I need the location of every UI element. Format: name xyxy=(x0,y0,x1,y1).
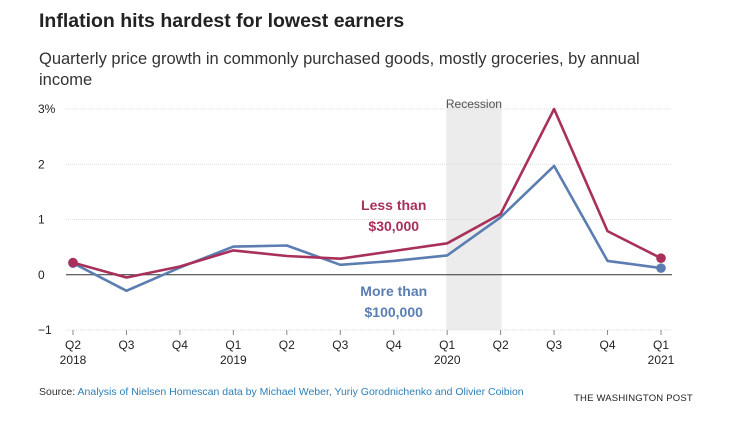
chart-title: Inflation hits hardest for lowest earner… xyxy=(39,10,405,32)
x-tick-year: 2020 xyxy=(434,353,461,367)
series-endpoint-dot xyxy=(656,253,666,263)
source-note: Source: Analysis of Nielsen Homescan dat… xyxy=(39,385,539,400)
series-label-line: Less than xyxy=(361,197,426,213)
series-endpoint-dot xyxy=(68,257,78,268)
x-tick-quarter: Q2 xyxy=(279,338,295,352)
x-tick-quarter: Q1 xyxy=(225,338,241,352)
y-tick-label: 1 xyxy=(38,213,45,227)
x-tick-quarter: Q3 xyxy=(118,338,134,352)
grid-lines xyxy=(66,108,672,331)
y-tick-label: 0 xyxy=(38,268,45,282)
x-tick-quarter: Q3 xyxy=(332,338,348,352)
x-tick-quarter: Q3 xyxy=(546,338,562,352)
source-prefix: Source: xyxy=(39,386,78,398)
recession-shading: Recession xyxy=(446,97,502,330)
series-label-line: $100,000 xyxy=(365,304,424,320)
series-line-0 xyxy=(71,107,663,279)
series-lines xyxy=(68,107,666,293)
x-tick-quarter: Q2 xyxy=(493,338,509,352)
x-tick-quarter: Q1 xyxy=(653,338,669,352)
x-tick-quarter: Q4 xyxy=(600,338,616,352)
y-tick-label: 2 xyxy=(38,157,45,171)
x-tick-quarter: Q4 xyxy=(386,338,402,352)
x-tick-year: 2021 xyxy=(648,353,675,367)
source-link[interactable]: Analysis of Nielsen Homescan data by Mic… xyxy=(77,386,524,398)
y-tick-label: 3% xyxy=(38,102,56,116)
series-label-line: $30,000 xyxy=(368,218,419,234)
recession-label: Recession xyxy=(446,97,502,111)
chart-subtitle: Quarterly price growth in commonly purch… xyxy=(39,50,640,89)
x-tick-quarter: Q1 xyxy=(439,338,455,352)
series-label-0: Less than $30,000 xyxy=(361,197,426,234)
y-axis-ticks: 3% 2 1 0 −1 xyxy=(38,102,56,337)
x-tick-year: 2019 xyxy=(220,353,247,367)
publisher-credit: THE WASHINGTON POST xyxy=(574,393,693,404)
series-label-1: More than $100,000 xyxy=(360,283,427,320)
x-tick-quarter: Q4 xyxy=(172,338,188,352)
x-tick-quarter: Q2 xyxy=(65,338,81,352)
recession-band xyxy=(446,102,502,330)
series-line-1 xyxy=(71,164,663,293)
x-tick-year: 2018 xyxy=(60,353,87,367)
series-label-line: More than xyxy=(360,283,427,299)
y-tick-label: −1 xyxy=(38,323,52,337)
series-labels: Less than $30,000 More than $100,000 xyxy=(360,197,427,320)
series-endpoint-dot xyxy=(656,263,666,273)
